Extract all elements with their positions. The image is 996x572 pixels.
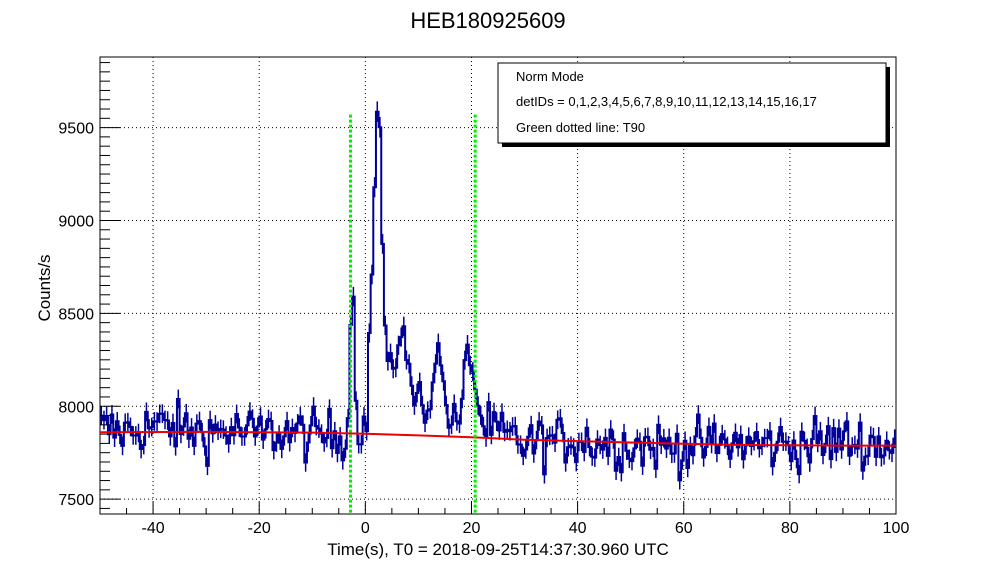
x-axis-label: Time(s), T0 = 2018-09-25T14:37:30.960 UT… xyxy=(327,540,669,559)
y-tick-label: 8500 xyxy=(58,306,94,323)
legend-line-1: Norm Mode xyxy=(516,69,584,84)
y-tick-label: 7500 xyxy=(58,492,94,509)
legend-line-2: detIDs = 0,1,2,3,4,5,6,7,8,9,10,11,12,13… xyxy=(516,94,817,109)
series-layer xyxy=(99,101,896,514)
y-tick-label: 9000 xyxy=(58,213,94,230)
x-tick-label: 20 xyxy=(463,520,481,537)
axis-ticks: -40 -20 0 20 40 60 80 100 7500 8000 8500 9000 9500 xyxy=(58,62,910,537)
light-curve xyxy=(100,110,896,482)
x-tick-label: 100 xyxy=(883,520,910,537)
x-tick-label: 0 xyxy=(361,520,370,537)
y-tick-label: 8000 xyxy=(58,399,94,416)
x-tick-label: 80 xyxy=(781,520,799,537)
y-tick-label: 9500 xyxy=(58,121,94,138)
x-tick-label: 40 xyxy=(569,520,587,537)
x-tick-label: 60 xyxy=(675,520,693,537)
legend: Norm Mode detIDs = 0,1,2,3,4,5,6,7,8,9,1… xyxy=(497,62,890,147)
background-fit-line xyxy=(99,430,896,447)
y-axis-label: Counts/s xyxy=(35,254,54,321)
legend-box xyxy=(497,62,887,144)
x-tick-label: -20 xyxy=(248,520,271,537)
x-tick-label: -40 xyxy=(142,520,165,537)
chart-title: HEB180925609 xyxy=(410,8,565,33)
legend-line-3: Green dotted line: T90 xyxy=(516,120,645,135)
